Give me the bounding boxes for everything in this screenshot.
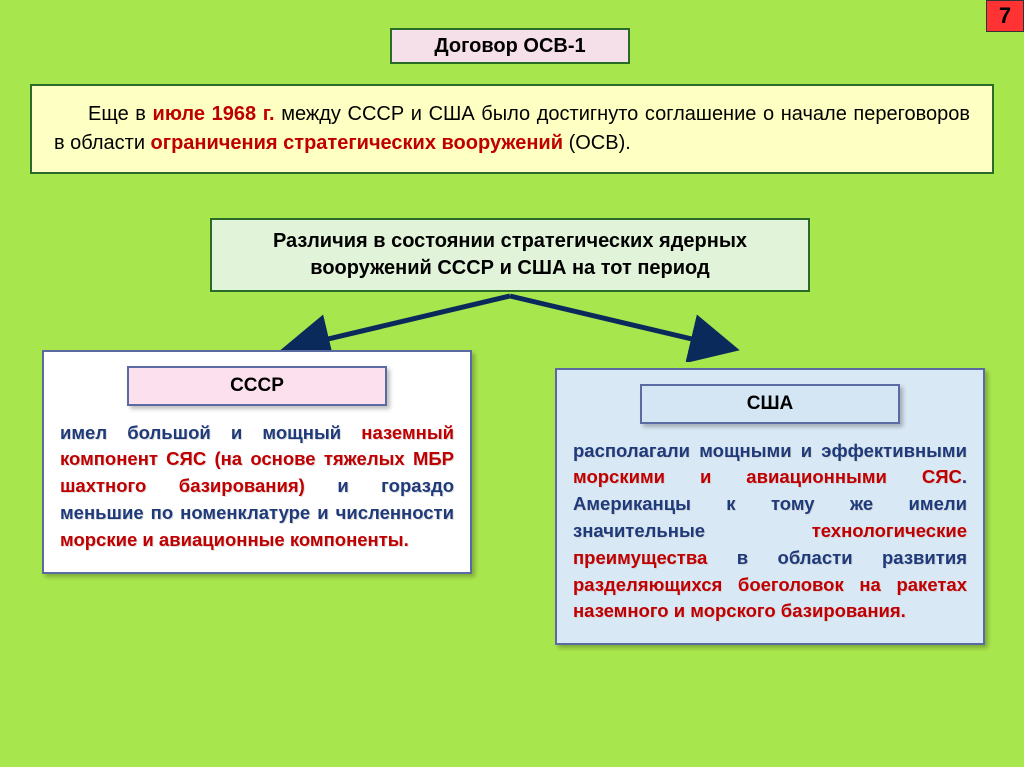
usa-r3: разделяющихся боеголовок на ракетах назе… bbox=[573, 574, 967, 622]
usa-r1: морскими и авиационными СЯС bbox=[573, 466, 962, 487]
page-number: 7 bbox=[999, 3, 1011, 29]
usa-t3: в области развития bbox=[707, 547, 967, 568]
ussr-label-box: СССР bbox=[127, 366, 387, 406]
intro-post: (ОСВ). bbox=[563, 132, 631, 154]
arrow-left bbox=[290, 296, 510, 348]
intro-highlight-topic: ограничения стратегических вооружений bbox=[151, 132, 563, 154]
ussr-t1: имел большой и мощный bbox=[60, 422, 361, 443]
ussr-label: СССР bbox=[230, 375, 284, 396]
usa-t1: располагали мощными и эффективными bbox=[573, 440, 967, 461]
arrow-right bbox=[510, 296, 730, 348]
ussr-r2: морские и авиационные компоненты. bbox=[60, 529, 409, 550]
ussr-body: имел большой и мощный наземный компонент… bbox=[60, 420, 454, 554]
intro-pre: Еще в bbox=[88, 103, 153, 125]
slide-title: Договор ОСВ-1 bbox=[390, 28, 630, 64]
page-number-badge: 7 bbox=[986, 0, 1024, 32]
differences-heading: Различия в состоянии стратегических ядер… bbox=[273, 230, 747, 279]
usa-body: располагали мощными и эффективными морск… bbox=[573, 438, 967, 626]
differences-heading-box: Различия в состоянии стратегических ядер… bbox=[210, 218, 810, 292]
usa-label-box: США bbox=[640, 384, 900, 424]
intro-highlight-date: июле 1968 г. bbox=[153, 103, 275, 125]
intro-box: Еще в июле 1968 г. между СССР и США было… bbox=[30, 84, 994, 174]
ussr-box: СССР имел большой и мощный наземный комп… bbox=[42, 350, 472, 574]
usa-label: США bbox=[747, 393, 794, 414]
usa-box: США располагали мощными и эффективными м… bbox=[555, 368, 985, 645]
slide-title-text: Договор ОСВ-1 bbox=[434, 35, 585, 58]
